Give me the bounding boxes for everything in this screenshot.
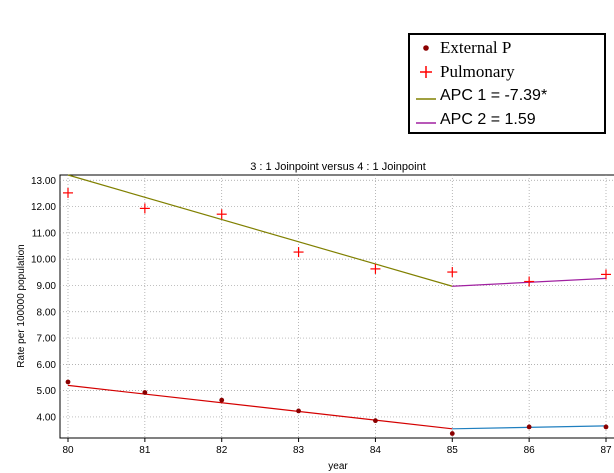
line-swatch-icon — [416, 98, 436, 100]
fit-line-segment — [67, 174, 453, 287]
external-p-point — [142, 390, 148, 395]
y-tick-label: 5.00 — [37, 386, 57, 397]
plus-marker-icon — [420, 66, 432, 78]
legend-item-pulmonary: Pulmonary — [410, 61, 606, 83]
x-tick-label: 84 — [370, 445, 382, 456]
external-p-point — [449, 431, 455, 436]
dot-marker-icon — [423, 45, 429, 51]
pulmonary-point — [63, 187, 73, 198]
y-tick-labels: 4.00 5.00 6.00 7.00 8.00 9.00 10.00 11.00 12.00 1… — [31, 176, 56, 424]
pulmonary-point — [139, 203, 150, 214]
external-p-point — [373, 418, 378, 424]
legend-item-apc1: APC 1 = -7.39* — [410, 85, 606, 107]
legend-item-external-p: External P — [410, 37, 606, 59]
external-p-point — [219, 397, 225, 403]
y-axis-label: Rate per 100000 population — [16, 244, 27, 367]
y-tick-label: 12.00 — [31, 202, 56, 213]
x-tick-label: 85 — [447, 445, 459, 456]
x-axis-label: year — [328, 461, 348, 472]
y-tick-label: 10.00 — [31, 255, 56, 266]
legend-label: APC 2 = 1.59 — [440, 111, 536, 128]
y-tick-label: 8.00 — [37, 307, 57, 318]
legend-label: Pulmonary — [440, 62, 515, 81]
x-tick-label: 81 — [139, 445, 151, 456]
y-tick-label: 4.00 — [37, 412, 57, 423]
pulmonary-point — [447, 267, 458, 278]
pulmonary-point — [370, 263, 381, 274]
legend: External P Pulmonary APC 1 = -7.39* APC … — [408, 33, 606, 134]
line-swatch-icon — [416, 122, 436, 124]
y-tick-label: 6.00 — [37, 360, 57, 371]
plot-area — [59, 174, 614, 439]
x-tick-label: 83 — [293, 445, 305, 456]
y-tick-label: 7.00 — [37, 334, 57, 345]
pulmonary-point — [216, 209, 227, 220]
x-tick-labels: 80 81 82 83 84 85 86 87 — [62, 445, 612, 456]
legend-label: External P — [440, 38, 512, 57]
y-tick-label: 9.00 — [37, 281, 57, 292]
external-p-point — [526, 424, 532, 430]
x-tick-label: 87 — [600, 445, 612, 456]
x-tick-label: 86 — [524, 445, 536, 456]
x-tick-label: 80 — [62, 445, 74, 456]
pulmonary-point — [293, 247, 304, 258]
legend-item-apc2: APC 2 = 1.59 — [410, 109, 606, 131]
y-tick-label: 13.00 — [31, 176, 56, 187]
external-p-point — [603, 424, 609, 430]
pulmonary-point — [524, 276, 535, 287]
y-tick-label: 11.00 — [32, 228, 57, 239]
pulmonary-point — [601, 269, 611, 280]
series-layer — [63, 174, 611, 436]
external-p-point — [296, 408, 301, 414]
external-p-point — [65, 379, 71, 385]
legend-label: APC 1 = -7.39* — [440, 87, 548, 104]
chart-title: 3 : 1 Joinpoint versus 4 : 1 Joinpoint — [250, 161, 426, 173]
x-tick-label: 82 — [216, 445, 228, 456]
fit-line-segment — [67, 384, 453, 430]
